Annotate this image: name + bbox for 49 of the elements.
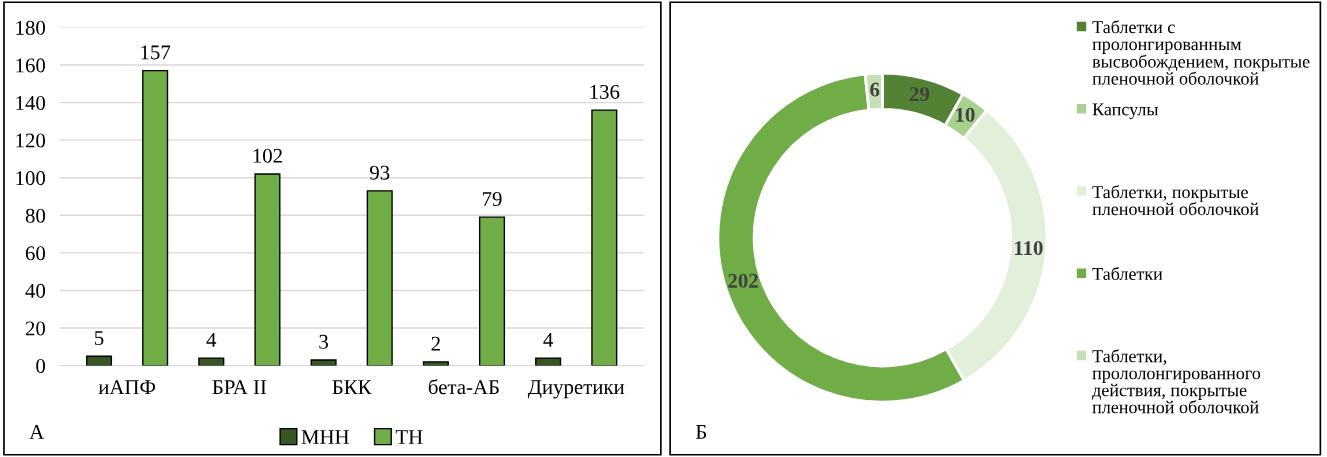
x-tick-label: БРА II <box>212 380 267 394</box>
bar <box>591 109 618 366</box>
x-tick-label: иАПФ <box>98 380 156 394</box>
y-tick-label: 20 <box>25 321 46 336</box>
x-tick-label: БКК <box>332 380 372 394</box>
data-label: 93 <box>369 165 390 180</box>
legend-label: Таблетки, прололонгированного действия, покрытые пленочной оболочкой <box>1092 349 1261 414</box>
y-tick-label: 60 <box>25 246 46 261</box>
legend-label: ТН <box>395 430 423 444</box>
data-label: 29 <box>909 87 930 102</box>
y-tick-label: 40 <box>25 283 46 298</box>
bar <box>142 69 169 366</box>
data-label: 6 <box>870 82 880 97</box>
text: А <box>29 424 45 439</box>
data-label: 202 <box>728 273 758 288</box>
data-label: 3 <box>319 334 328 349</box>
bar <box>85 355 113 366</box>
legend-label: МНН <box>301 430 349 444</box>
x-tick-label: Диуретики <box>527 380 625 399</box>
y-tick-label: 100 <box>16 171 46 186</box>
legend-label: Таблетки, покрытые пленочной оболочкой <box>1092 185 1259 216</box>
text: Б <box>695 425 707 439</box>
bar <box>254 173 281 366</box>
data-label: 136 <box>590 84 620 99</box>
data-label: 102 <box>253 148 282 163</box>
bar <box>366 190 393 366</box>
bar <box>535 357 562 366</box>
bar <box>310 359 337 366</box>
bar <box>422 361 449 366</box>
x-tick-label: бета-АБ <box>428 379 499 395</box>
bar <box>478 216 506 366</box>
bar <box>198 357 225 366</box>
data-label: 157 <box>141 45 171 60</box>
data-label: 4 <box>543 332 554 347</box>
data-label: 4 <box>206 332 217 347</box>
data-label: 10 <box>956 107 975 122</box>
data-label: 2 <box>431 336 440 351</box>
y-tick-label: 160 <box>16 58 46 73</box>
data-label: 5 <box>95 331 104 346</box>
data-label: 110 <box>1015 241 1043 256</box>
y-tick-label: 180 <box>16 20 46 35</box>
legend-label: Таблетки <box>1092 266 1163 281</box>
y-tick-label: 0 <box>36 358 46 374</box>
data-label: 79 <box>482 192 502 206</box>
y-tick-label: 140 <box>16 95 46 110</box>
legend-label: Таблетки с пролонгированным высвобождением, покрытые пленочной оболочкой <box>1092 20 1310 85</box>
legend-label: Капсулы <box>1092 103 1159 120</box>
y-tick-label: 80 <box>25 208 46 223</box>
y-tick-label: 120 <box>16 133 46 148</box>
